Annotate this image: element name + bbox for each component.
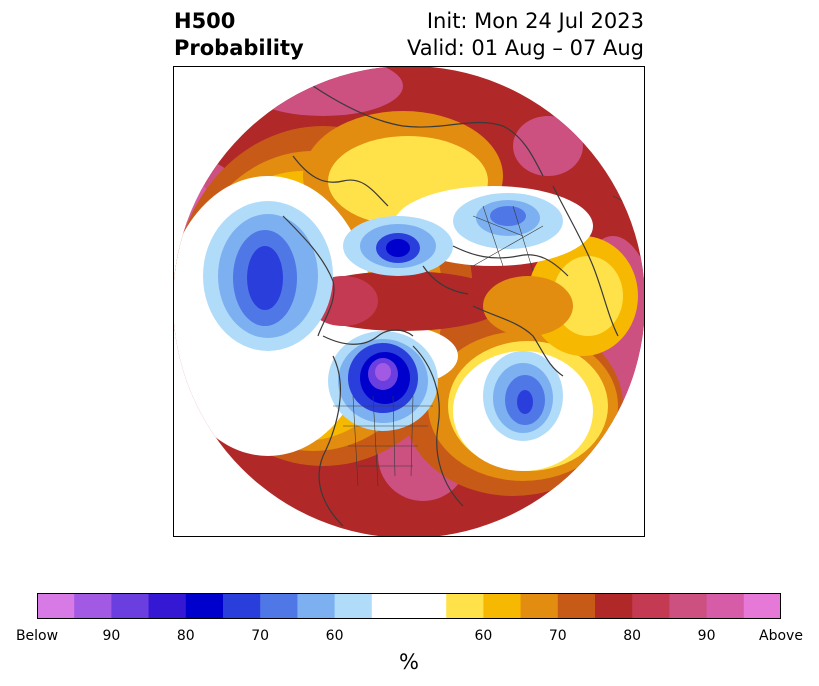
date-info: Init: Mon 24 Jul 2023 Valid: 01 Aug – 07… bbox=[407, 8, 644, 62]
borders bbox=[333, 155, 634, 487]
title-variable: H500 bbox=[174, 9, 236, 33]
coastlines bbox=[282, 85, 619, 527]
valid-range: Valid: 01 Aug – 07 Aug bbox=[406, 36, 644, 60]
colorbar-tick-label: Above bbox=[759, 628, 803, 644]
colorbar-cell bbox=[185, 593, 224, 619]
colorbar-cell bbox=[297, 593, 336, 619]
probability-field bbox=[173, 66, 645, 537]
colorbar-unit: % bbox=[399, 650, 419, 674]
colorbar-tick-label: 90 bbox=[697, 628, 716, 644]
colorbar-tick-label: 60 bbox=[325, 628, 344, 644]
title-metric: Probability bbox=[174, 36, 304, 60]
colorbar-cell bbox=[669, 593, 708, 619]
colorbar-cell bbox=[706, 593, 745, 619]
colorbar-cell bbox=[37, 593, 75, 619]
colorbar-cell bbox=[557, 593, 596, 619]
colorbar-tick-label: 90 bbox=[102, 628, 121, 644]
colorbar-cell bbox=[446, 593, 484, 619]
colorbar-tick-label: Below bbox=[15, 628, 59, 644]
colorbar-cell bbox=[334, 593, 373, 619]
colorbar-tick-label: 80 bbox=[176, 628, 195, 644]
init-date: Init: Mon 24 Jul 2023 bbox=[426, 9, 644, 33]
colorbar-cell bbox=[743, 593, 781, 619]
colorbar-cell bbox=[148, 593, 187, 619]
colorbar-cell bbox=[371, 593, 447, 619]
colorbar-cell bbox=[260, 593, 298, 619]
colorbar-tick-label: 70 bbox=[548, 628, 567, 644]
colorbar-cell bbox=[595, 593, 633, 619]
colorbar-tick-label: 60 bbox=[474, 628, 493, 644]
colorbar-cell bbox=[632, 593, 670, 619]
colorbar-cell bbox=[483, 593, 522, 619]
colorbar-tick-label: 80 bbox=[623, 628, 642, 644]
colorbar-cell bbox=[111, 593, 150, 619]
colorbar-cell bbox=[520, 593, 559, 619]
colorbar-cell bbox=[223, 593, 261, 619]
probability-map bbox=[173, 66, 645, 537]
colorbar-cell bbox=[74, 593, 112, 619]
chart-title: H500 Probability bbox=[174, 8, 304, 62]
colorbar-tick-label: 70 bbox=[251, 628, 270, 644]
colorbar bbox=[37, 593, 781, 619]
